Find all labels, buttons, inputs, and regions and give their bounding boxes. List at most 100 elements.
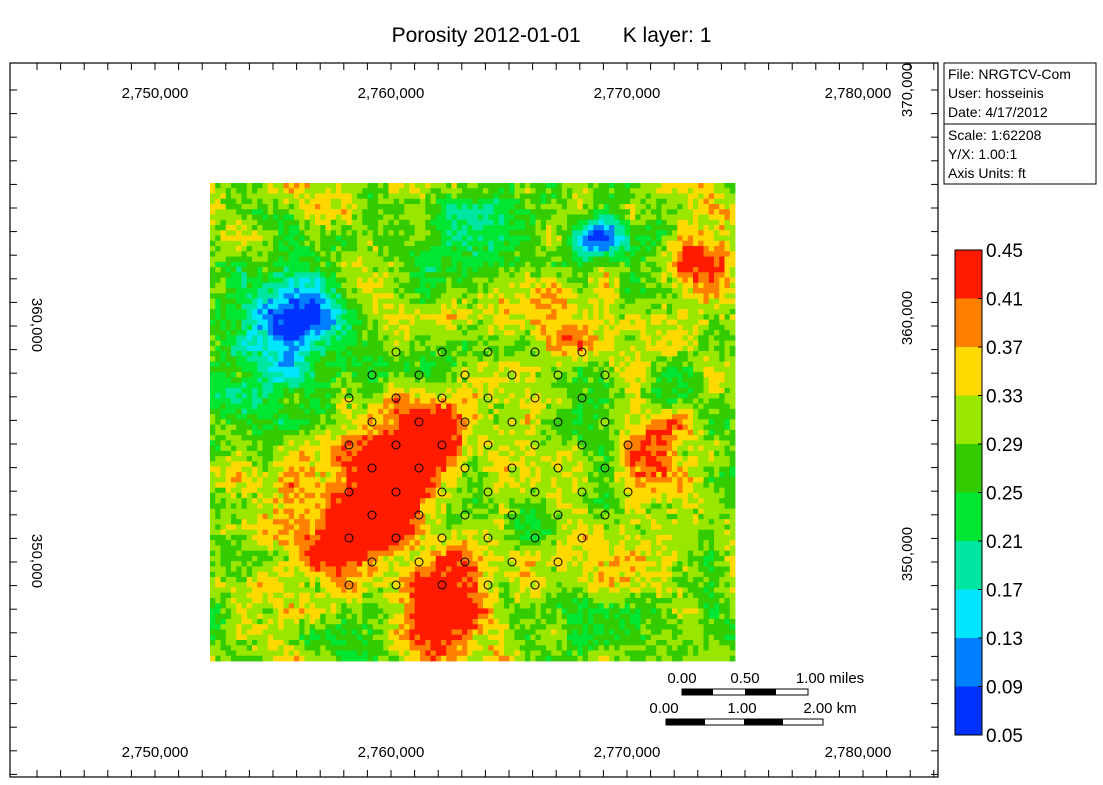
y-tick-left-1: 360,000	[28, 298, 45, 352]
well-marker	[437, 533, 447, 543]
colorbar-swatch	[955, 686, 982, 735]
well-marker	[530, 487, 540, 497]
scale-km-1: 1.00	[727, 700, 756, 717]
well-marker	[344, 580, 354, 590]
x-tick-top-3: 2,770,000	[594, 85, 661, 102]
well-marker	[344, 533, 354, 543]
map-title: Porosity 2012-01-01 K layer: 1	[0, 24, 1103, 48]
scale-miles-2: 1.00 miles	[796, 670, 864, 687]
colorbar-swatch	[955, 347, 982, 396]
colorbar: 0.45 0.41 0.37 0.33 0.29 0.25 0.21 0.17 0.13 0.09…	[954, 241, 1023, 747]
well-marker	[460, 510, 470, 520]
scale-km-0: 0.00	[649, 700, 678, 717]
scale-km-2: 2.00 km	[803, 700, 856, 717]
well-marker	[553, 417, 563, 427]
well-marker	[577, 487, 587, 497]
title-layer: K layer: 1	[622, 24, 712, 47]
colorbar-swatch	[955, 492, 982, 541]
well-marker	[414, 370, 424, 380]
colorbar-label: 0.45	[986, 241, 1023, 262]
well-marker	[367, 370, 377, 380]
well-marker	[414, 417, 424, 427]
well-marker	[344, 487, 354, 497]
scale-miles-0: 0.00	[667, 670, 696, 687]
well-marker	[414, 557, 424, 567]
well-marker	[600, 417, 610, 427]
info-file: File: NRGTCV-Com	[948, 66, 1071, 82]
well-marker	[507, 463, 517, 473]
well-marker	[530, 533, 540, 543]
title-property-date: Porosity 2012-01-01	[391, 24, 581, 47]
x-tick-bottom-1: 2,750,000	[122, 744, 189, 761]
colorbar-label: 0.21	[986, 532, 1023, 553]
well-marker	[507, 417, 517, 427]
colorbar-swatch	[955, 589, 982, 638]
porosity-grid	[210, 183, 736, 662]
colorbar-label: 0.05	[986, 726, 1023, 747]
y-tick-right-top: 370,000	[899, 63, 916, 117]
well-marker	[553, 557, 563, 567]
well-marker	[483, 347, 493, 357]
colorbar-label: 0.17	[986, 581, 1023, 602]
well-marker	[437, 580, 447, 590]
well-marker	[367, 510, 377, 520]
colorbar-label: 0.09	[986, 678, 1023, 699]
info-date: Date: 4/17/2012	[948, 104, 1048, 120]
well-marker	[600, 510, 610, 520]
info-units: Axis Units: ft	[948, 165, 1026, 181]
x-tick-bottom-4: 2,780,000	[825, 744, 892, 761]
well-marker	[577, 440, 587, 450]
well-marker	[507, 510, 517, 520]
colorbar-swatch	[955, 395, 982, 444]
well-marker	[391, 487, 401, 497]
well-marker	[507, 557, 517, 567]
well-marker	[414, 463, 424, 473]
colorbar-swatch	[955, 298, 982, 347]
well-marker	[507, 370, 517, 380]
well-marker	[460, 417, 470, 427]
colorbar-swatch	[955, 250, 982, 299]
colorbar-label: 0.29	[986, 435, 1023, 456]
well-marker	[577, 393, 587, 403]
well-marker	[553, 370, 563, 380]
well-marker	[577, 347, 587, 357]
well-marker	[414, 510, 424, 520]
colorbar-swatch	[955, 444, 982, 493]
well-marker	[600, 463, 610, 473]
info-yx: Y/X: 1.00:1	[948, 146, 1017, 162]
well-marker	[530, 347, 540, 357]
well-marker	[530, 580, 540, 590]
well-marker	[483, 580, 493, 590]
well-marker	[391, 580, 401, 590]
well-marker	[483, 440, 493, 450]
x-tick-bottom-2: 2,760,000	[358, 744, 425, 761]
well-marker	[483, 533, 493, 543]
well-marker	[391, 533, 401, 543]
well-markers	[344, 347, 633, 590]
colorbar-label: 0.33	[986, 387, 1023, 408]
well-marker	[437, 440, 447, 450]
well-marker	[344, 440, 354, 450]
colorbar-label: 0.25	[986, 484, 1023, 505]
colorbar-label: 0.37	[986, 338, 1023, 359]
well-marker	[460, 463, 470, 473]
well-marker	[367, 557, 377, 567]
well-marker	[530, 440, 540, 450]
well-marker	[391, 393, 401, 403]
well-marker	[344, 393, 354, 403]
well-marker	[437, 487, 447, 497]
well-marker	[623, 487, 633, 497]
well-marker	[460, 370, 470, 380]
well-marker	[367, 463, 377, 473]
well-marker	[530, 393, 540, 403]
info-user: User: hosseinis	[948, 85, 1044, 101]
y-tick-right-2: 350,000	[899, 527, 916, 581]
well-marker	[600, 370, 610, 380]
well-marker	[553, 463, 563, 473]
x-tick-top-2: 2,760,000	[358, 85, 425, 102]
colorbar-label: 0.41	[986, 290, 1023, 311]
x-tick-bottom-3: 2,770,000	[594, 744, 661, 761]
well-marker	[483, 487, 493, 497]
well-marker	[577, 533, 587, 543]
